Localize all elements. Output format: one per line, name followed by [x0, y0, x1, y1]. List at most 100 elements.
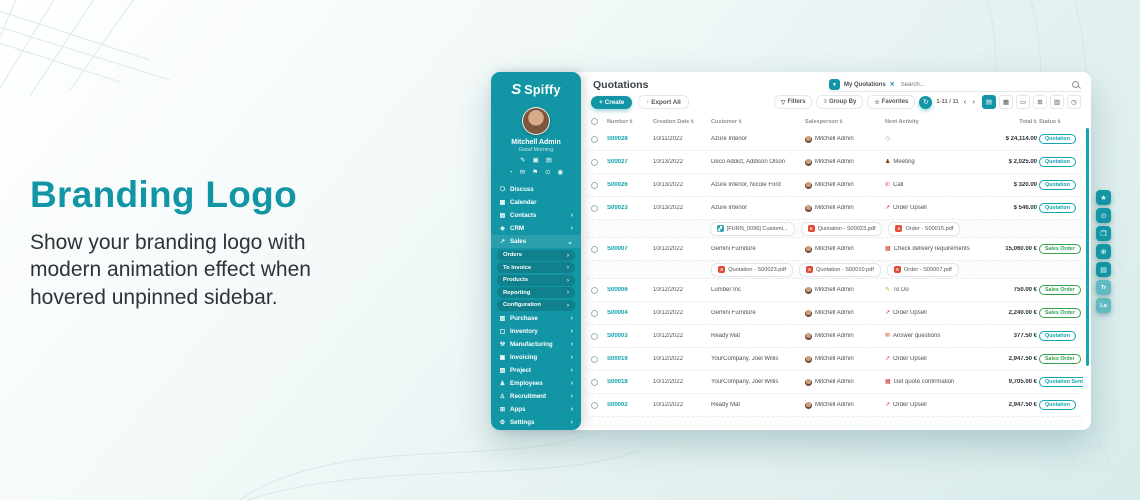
pivot-view-button[interactable]: ⊞: [1033, 95, 1047, 109]
location-icon[interactable]: ◉: [557, 168, 564, 176]
graph-view-button[interactable]: ▥: [1050, 95, 1064, 109]
row-checkbox[interactable]: [591, 332, 598, 340]
activity-view-button[interactable]: ◷: [1067, 95, 1081, 109]
next-activity-cell[interactable]: ✉ Answer questions: [885, 333, 977, 339]
table-scrollbar[interactable]: [1086, 128, 1089, 366]
row-checkbox[interactable]: [591, 401, 598, 409]
row-checkbox[interactable]: [591, 181, 598, 189]
briefcase-icon[interactable]: ▣: [532, 157, 539, 164]
table-row[interactable]: S00002 10/12/2022 Ready Mat Mitchell Admin ↗…: [587, 394, 1083, 417]
search-button[interactable]: ⊙: [1096, 208, 1111, 223]
quotation-number[interactable]: S00026: [607, 182, 628, 188]
row-checkbox[interactable]: [591, 378, 598, 386]
next-activity-cell[interactable]: ↗ Order Upsell: [885, 356, 977, 362]
create-button[interactable]: + Create: [591, 95, 633, 109]
lock-icon[interactable]: ⊙: [545, 168, 551, 176]
sidebar-item-apps[interactable]: ⊞ Apps ›: [491, 403, 581, 416]
sidebar-item-sales[interactable]: ↗ Sales ⌄: [491, 235, 581, 248]
messages-icon[interactable]: ▤: [545, 157, 552, 164]
list-view-button[interactable]: ▤: [982, 95, 996, 109]
sidebar-item-invoicing[interactable]: ▣ Invoicing ›: [491, 351, 581, 364]
sidebar-item-crm[interactable]: ◈ CRM ›: [491, 222, 581, 235]
row-checkbox[interactable]: [591, 204, 598, 212]
next-page-button[interactable]: ›: [972, 97, 975, 106]
flag-icon[interactable]: ⚑: [532, 168, 539, 176]
next-activity-cell[interactable]: ▦ Check delivery requirements: [885, 246, 977, 252]
table-row[interactable]: S00007 10/12/2022 Gemini Furniture Mitchell…: [587, 238, 1083, 261]
sidebar-subitem-orders[interactable]: Orders ›: [497, 249, 575, 261]
remove-filter-icon[interactable]: ✕: [889, 82, 895, 88]
next-activity-cell[interactable]: ↗ Order Upsell: [885, 205, 977, 211]
column-header-total[interactable]: Total ⇅: [979, 119, 1037, 125]
user-avatar[interactable]: [522, 107, 550, 135]
quotation-number[interactable]: S00002: [607, 402, 628, 408]
table-row[interactable]: S00027 10/13/2022 Deco Addict, Addison Ols…: [587, 151, 1083, 174]
row-checkbox[interactable]: [591, 135, 598, 143]
next-activity-cell[interactable]: ↗ Order Upsell: [885, 402, 977, 408]
table-row[interactable]: S00019 10/12/2022 YourCompany, Joel Willis…: [587, 348, 1083, 371]
row-checkbox[interactable]: [591, 158, 598, 166]
calendar-view-button[interactable]: ▭: [1016, 95, 1030, 109]
favorites-button[interactable]: ★: [1096, 190, 1111, 205]
quotation-number[interactable]: S00003: [607, 333, 628, 339]
sidebar-item-calendar[interactable]: ▦ Calendar: [491, 196, 581, 209]
table-row[interactable]: S00006 10/12/2022 Lumber Inc Mitchell Admin…: [587, 279, 1083, 302]
group-by-button[interactable]: ≡ Group By: [816, 95, 864, 109]
sidebar-item-purchase[interactable]: ▥ Purchase ›: [491, 312, 581, 325]
row-checkbox[interactable]: [591, 286, 598, 294]
row-checkbox[interactable]: [591, 245, 598, 253]
attachment-chip[interactable]: ▞ [FURN_0096] Customi...: [709, 221, 795, 236]
attachment-chip[interactable]: A Order - S00007.pdf: [886, 262, 959, 277]
kanban-view-button[interactable]: ▦: [999, 95, 1013, 109]
table-row[interactable]: S00004 10/12/2022 Gemini Furniture Mitchell…: [587, 302, 1083, 325]
sidebar-item-employees[interactable]: ♟ Employees ›: [491, 377, 581, 390]
quotation-number[interactable]: S00019: [607, 356, 628, 362]
quotation-number[interactable]: S00027: [607, 159, 628, 165]
next-activity-cell[interactable]: ✎ To Do: [885, 287, 977, 293]
next-activity-cell[interactable]: ♟ Meeting: [885, 159, 977, 165]
sidebar-item-recruitment[interactable]: ♙ Recruitment ›: [491, 390, 581, 403]
favorites-button[interactable]: ☆ Favorites: [867, 95, 916, 109]
select-all-checkbox[interactable]: [591, 118, 598, 125]
column-header-customer[interactable]: Customer ⇅: [711, 119, 803, 125]
filters-button[interactable]: ▽ Filters: [773, 95, 813, 109]
row-checkbox[interactable]: [591, 309, 598, 317]
notes-icon[interactable]: ✎: [520, 157, 526, 164]
table-row[interactable]: S00026 10/13/2022 Azure Interior, Nicole F…: [587, 174, 1083, 197]
export-all-button[interactable]: ↓ Export All: [638, 95, 689, 109]
fleet-icon[interactable]: ◔: [508, 168, 513, 176]
search-input[interactable]: [898, 80, 1068, 89]
quotation-number[interactable]: S00018: [607, 379, 628, 385]
prev-page-button[interactable]: ‹: [963, 97, 967, 106]
table-row[interactable]: S00023 10/13/2022 Azure Interior Mitchell A…: [587, 197, 1083, 220]
sidebar-subitem-to-invoice[interactable]: To Invoice ›: [497, 262, 575, 273]
brand-logo[interactable]: S Spiffy: [491, 81, 581, 98]
sidebar-item-discuss[interactable]: ❍ Discuss: [491, 183, 581, 196]
next-activity-cell[interactable]: ▦ Get quote confirmation: [885, 379, 977, 385]
sidebar-item-inventory[interactable]: ▢ Inventory ›: [491, 325, 581, 338]
sidebar-item-settings[interactable]: ⚙ Settings ›: [491, 416, 581, 429]
row-checkbox[interactable]: [591, 355, 598, 363]
sidebar-item-manufacturing[interactable]: ⚒ Manufacturing ›: [491, 338, 581, 351]
next-activity-cell[interactable]: ✆ Call: [885, 182, 977, 188]
column-header-number[interactable]: Number ⇅: [607, 119, 651, 125]
table-row[interactable]: S00018 10/12/2022 YourCompany, Joel Willis…: [587, 371, 1083, 394]
next-activity-cell[interactable]: ◷: [885, 136, 977, 142]
table-row[interactable]: S00003 10/12/2022 Ready Mat Mitchell Admin ✉…: [587, 325, 1083, 348]
active-filter-chip[interactable]: My Quotations: [844, 81, 886, 88]
column-header-creation-date[interactable]: Creation Date ⇅: [653, 119, 709, 125]
sidebar-subitem-reporting[interactable]: Reporting ›: [497, 287, 575, 298]
language-button[interactable]: La: [1096, 298, 1111, 313]
table-row[interactable]: S00028 10/11/2022 Azure Interior Mitchell A…: [587, 128, 1083, 151]
sidebar-subitem-products[interactable]: Products ›: [497, 274, 575, 286]
docs-button[interactable]: ▤: [1096, 262, 1111, 277]
quotation-number[interactable]: S00007: [607, 246, 628, 252]
sidebar-subitem-configuration[interactable]: Configuration ›: [497, 299, 575, 311]
translate-button[interactable]: Tr: [1096, 280, 1111, 295]
quotation-number[interactable]: S00006: [607, 287, 628, 293]
next-activity-cell[interactable]: ↗ Order Upsell: [885, 310, 977, 316]
mail-icon[interactable]: ✉: [519, 168, 526, 176]
column-header-next-activity[interactable]: Next Activity: [885, 119, 977, 125]
quotation-number[interactable]: S00028: [607, 136, 628, 142]
column-header-salesperson[interactable]: Salesperson ⇅: [805, 119, 883, 125]
